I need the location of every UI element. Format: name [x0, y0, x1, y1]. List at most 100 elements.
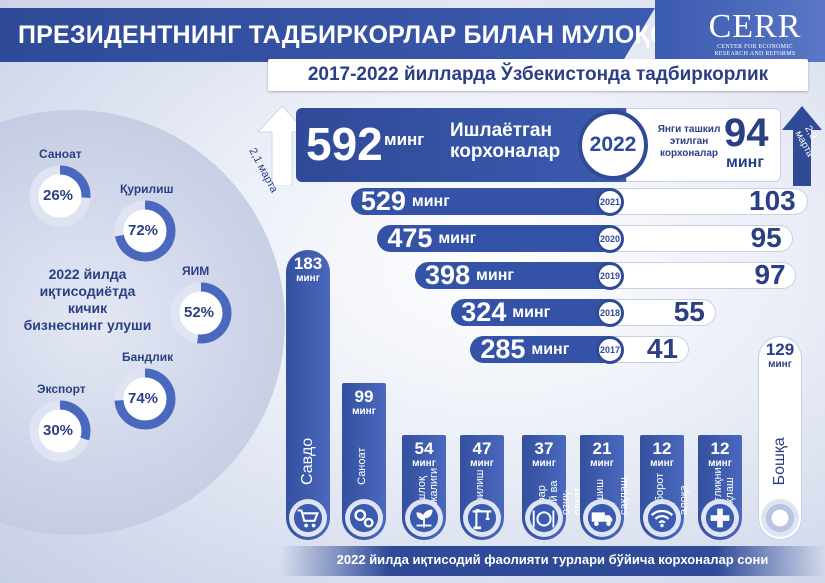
cart-icon	[289, 499, 327, 537]
share-caption: 2022 йилда иқтисодиётда кичик бизнеснинг…	[20, 266, 155, 334]
logo-line2: RESEARCH AND REFORMS	[714, 51, 796, 57]
operating-bar-2021	[350, 188, 610, 215]
new-label-line2: этилган	[669, 136, 709, 147]
year-badge-2018: 2018	[596, 299, 624, 327]
construction-donut-ring	[114, 200, 176, 262]
operating-value-2019: 398	[425, 260, 471, 290]
share-caption-line1: 2022 йилда	[48, 266, 127, 282]
new-value-2017: 41	[646, 333, 678, 364]
footer-caption: 2022 йилда иқтисодий фаолияти турлари бў…	[336, 552, 769, 567]
sector-value-2: 99	[354, 387, 374, 407]
gdp-donut-label: ЯИМ	[182, 264, 210, 278]
operating-unit-2020: минг	[438, 230, 477, 247]
export-donut-ring	[29, 400, 91, 462]
operating-bar-2018	[451, 299, 610, 326]
share-donut-label: Саноат	[39, 147, 82, 161]
sector-value-8: 12	[710, 439, 730, 458]
sector-unit-2: минг	[352, 406, 376, 418]
export-donut-value: 30%	[43, 422, 74, 439]
sector-label-9: Бошқа	[771, 436, 788, 485]
operating-unit-2018: минг	[512, 304, 551, 321]
sector-label-2: Саноат	[356, 447, 368, 485]
year-badge-2020: 2020	[596, 225, 624, 253]
medical-cross-icon	[701, 499, 739, 537]
new-bar-2021	[610, 188, 808, 215]
year-badge-2021: 2021	[596, 188, 624, 216]
operating-label-line1: Ишлаётган	[450, 120, 552, 141]
dining-icon	[525, 499, 563, 537]
wifi-icon	[643, 499, 681, 537]
employment-donut-ring	[114, 368, 176, 430]
crane-icon	[463, 499, 501, 537]
operating-2022-value: 592	[306, 118, 383, 170]
operating-bar-2020	[377, 225, 610, 252]
sector-value-7: 12	[652, 439, 672, 458]
sector-value-5: 37	[534, 439, 554, 458]
share-caption-line2: иқтисодиётда кичик	[39, 283, 136, 316]
right-growth-arrow	[782, 106, 822, 186]
export-donut-label: Экспорт	[37, 382, 86, 396]
title-banner	[0, 8, 655, 62]
employment-donut-label: Бандлик	[122, 350, 174, 364]
operating-bar-2019	[415, 262, 610, 289]
year-2022-badge: 2022	[578, 110, 648, 180]
new-bar-2019	[610, 262, 797, 289]
sector-unit-1: минг	[296, 273, 320, 284]
operating-value-2017: 285	[480, 334, 526, 364]
circle-icon	[761, 499, 799, 537]
operating-2022-bar	[296, 108, 626, 182]
new-2022-unit: минг	[726, 154, 764, 171]
new-2022-label: Янги ташкил этилган корхоналар	[652, 124, 726, 160]
operating-2022-unit: минг	[384, 130, 425, 149]
sector-value-3: 54	[414, 439, 434, 458]
share-donut-value: 26%	[43, 187, 74, 204]
new-bar-2018	[610, 299, 716, 326]
new-label-line1: Янги ташкил	[657, 124, 721, 135]
sector-unit-9: минг	[768, 358, 792, 370]
new-bar-2020	[610, 225, 793, 252]
operating-2022-label: Ишлаётган корхоналар	[450, 120, 560, 162]
operating-value-2021: 529	[360, 186, 406, 216]
sector-unit-4: минг	[470, 458, 494, 469]
sector-label-1: Савдо	[299, 437, 316, 485]
share-caption-line3: бизнеснинг улуши	[23, 317, 152, 333]
truck-icon	[583, 499, 621, 537]
sector-unit-3: минг	[412, 458, 436, 469]
construction-donut-label: Қурилиш	[120, 182, 174, 196]
sector-unit-6: минг	[590, 458, 614, 469]
year-badge-2019: 2019	[596, 262, 624, 290]
year-badge-2017: 2017	[596, 336, 624, 364]
sector-value-6: 21	[592, 439, 612, 458]
new-value-2021: 103	[749, 185, 796, 216]
sector-unit-5: минг	[532, 458, 556, 469]
construction-donut-value: 72%	[128, 222, 159, 239]
subtitle: 2017-2022 йилларда Ўзбекистонда тадбирко…	[268, 59, 808, 91]
logo-name: CERR	[708, 8, 802, 45]
operating-unit-2017: минг	[531, 341, 570, 358]
operating-value-2018: 324	[461, 297, 507, 327]
employment-donut-value: 74%	[128, 390, 159, 407]
footer-band	[280, 546, 825, 576]
new-value-2019: 97	[754, 259, 786, 290]
logo-line1: CENTER FOR ECONOMIC	[717, 44, 793, 50]
new-2022-bar	[626, 108, 781, 182]
operating-unit-2019: минг	[476, 267, 515, 284]
sector-value-1: 183	[293, 254, 323, 273]
gdp-donut-ring	[170, 282, 232, 344]
new-value-2020: 95	[750, 222, 782, 253]
logo-panel	[655, 0, 825, 62]
operating-label-line2: корхоналар	[450, 141, 561, 162]
new-2022-value: 94	[724, 111, 769, 155]
operating-unit-2021: минг	[411, 193, 450, 210]
sector-unit-7: минг	[650, 458, 674, 469]
sector-unit-8: минг	[708, 458, 732, 469]
new-label-line3: корхоналар	[659, 148, 718, 159]
sector-value-9: 129	[765, 339, 795, 359]
gears-icon	[345, 499, 383, 537]
page-title: ПРЕЗИДЕНТНИНГ ТАДБИРКОРЛАР БИЛАН МУЛОҚОТ…	[18, 21, 704, 49]
sector-value-4: 47	[472, 439, 492, 458]
operating-value-2020: 475	[387, 223, 433, 253]
new-value-2018: 55	[673, 296, 705, 327]
cerr-logo: CERR CENTER FOR ECONOMIC RESEARCH AND RE…	[700, 10, 810, 58]
